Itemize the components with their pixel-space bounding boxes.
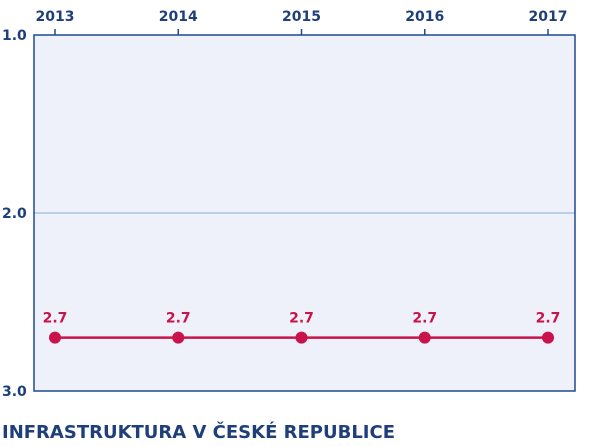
data-label: 2.7 <box>536 311 561 327</box>
series-layer: 2.7 2.7 2.7 2.7 2.7 <box>43 311 561 344</box>
y-axis: 1.0 2.0 3.0 <box>2 28 27 400</box>
data-point <box>418 331 431 344</box>
y-tick-label: 2.0 <box>2 206 27 222</box>
x-tick-label: 2013 <box>36 9 75 25</box>
x-tick-label: 2015 <box>282 9 321 25</box>
data-point <box>542 331 554 344</box>
x-tick-label: 2017 <box>529 9 568 25</box>
data-label: 2.7 <box>412 311 437 327</box>
data-label: 2.7 <box>166 311 191 327</box>
data-point <box>49 331 61 344</box>
data-label: 2.7 <box>289 311 314 327</box>
chart-title: INFRASTRUKTURA V ČESKÉ REPUBLICE <box>2 421 395 443</box>
y-tick-label: 3.0 <box>2 384 27 400</box>
plot-frame <box>33 34 576 392</box>
data-label: 2.7 <box>43 311 68 327</box>
data-point <box>295 331 308 344</box>
data-point <box>172 331 185 344</box>
x-tick-label: 2016 <box>405 9 444 25</box>
x-tick-label: 2014 <box>159 9 198 25</box>
x-axis: 2013 2014 2015 2016 2017 <box>36 9 568 35</box>
y-tick-label: 1.0 <box>2 28 27 44</box>
